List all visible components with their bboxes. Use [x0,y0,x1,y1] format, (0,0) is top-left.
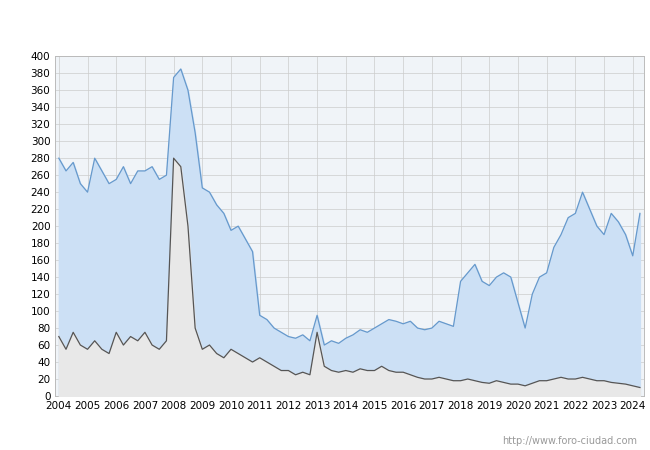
Text: Lorca - Evolucion del Nº de Transacciones Inmobiliarias: Lorca - Evolucion del Nº de Transaccione… [103,15,547,30]
Text: http://www.foro-ciudad.com: http://www.foro-ciudad.com [502,436,637,446]
